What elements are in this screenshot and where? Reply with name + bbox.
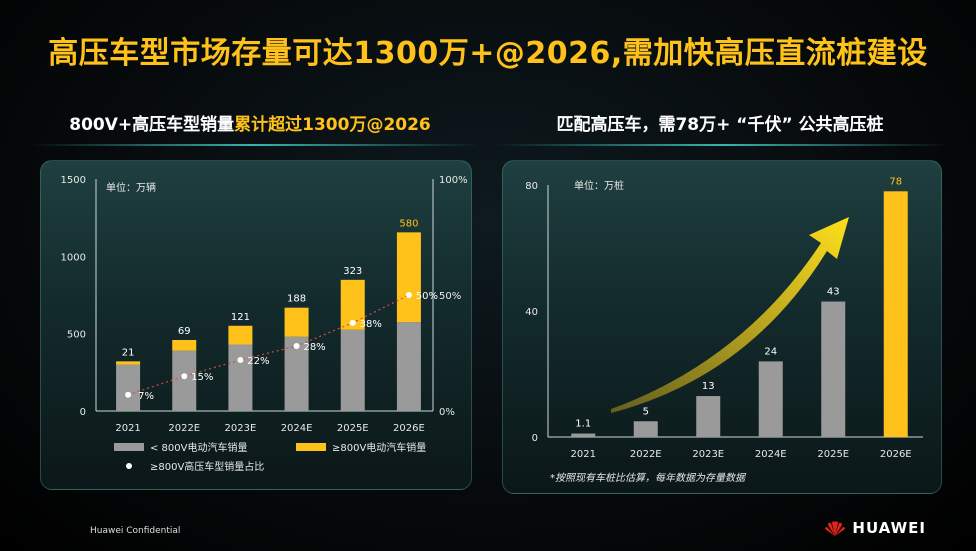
y-tick-label: 80 — [525, 181, 538, 192]
unit-label: 单位：万桩 — [574, 179, 624, 192]
footnote: *按照现有车桩比估算，每年数据为存量数据 — [550, 472, 747, 484]
y-tick-label: 500 — [67, 330, 86, 341]
growth-arrow — [611, 217, 849, 413]
x-tick-label: 2024E — [755, 449, 787, 460]
bar-800v — [172, 340, 197, 351]
y2-tick-label: 100% — [439, 175, 468, 186]
share-point — [237, 356, 244, 363]
left-chart: 单位：万辆 0 500 1000 1500 0% 50% 100% 21 2021 69 2022E 1… — [61, 175, 468, 473]
bar-below-800v — [284, 336, 309, 411]
y2-tick-label: 0% — [439, 407, 455, 418]
bar-value-label: 13 — [702, 381, 715, 392]
x-tick-label: 2022E — [168, 423, 200, 434]
bar-charger-stock — [821, 301, 846, 437]
bar-total-label: 21 — [122, 347, 135, 358]
left-divider — [30, 144, 480, 146]
y2-tick-label: 50% — [439, 291, 461, 302]
bar-value-label: 5 — [643, 406, 649, 417]
y-tick-label: 0 — [80, 407, 86, 418]
bar-value-label: 1.1 — [575, 419, 591, 430]
x-tick-label: 2025E — [337, 423, 369, 434]
bar-charger-stock — [758, 361, 783, 437]
bar-total-label: 188 — [287, 294, 306, 305]
right-divider — [495, 144, 950, 146]
x-tick-label: 2022E — [630, 449, 662, 460]
bar-value-label: 78 — [889, 176, 902, 187]
brand-name: HUAWEI — [852, 519, 926, 537]
confidential-label: Huawei Confidential — [90, 526, 181, 536]
share-label: 38% — [360, 319, 382, 330]
bar-value-label: 43 — [827, 287, 840, 298]
share-label: 7% — [138, 391, 154, 402]
bar-charger-stock — [883, 191, 908, 437]
bar-800v — [116, 361, 141, 365]
x-tick-label: 2026E — [880, 449, 912, 460]
share-label: 22% — [247, 356, 269, 367]
bar-charger-stock — [633, 421, 658, 437]
left-subtitle: 800V+高压车型销量累计超过1300万@2026 — [30, 110, 470, 135]
right-chart: 单位：万桩 0 40 80 1.1 2021 5 2022E 13 2023E 24 2024E 43 2… — [525, 176, 923, 484]
x-tick-label: 2024E — [281, 423, 313, 434]
huawei-logo-icon — [825, 521, 846, 536]
share-point — [405, 292, 412, 298]
bar-below-800v — [228, 344, 253, 411]
x-tick-label: 2023E — [692, 449, 724, 460]
legend-label-share: ≥800V高压车型销量占比 — [150, 460, 264, 473]
share-point — [293, 343, 300, 350]
unit-label: 单位：万辆 — [106, 181, 156, 194]
bar-below-800v — [116, 364, 141, 411]
brand: HUAWEI — [824, 519, 926, 537]
legend-label-800v: ≥800V电动汽车销量 — [332, 441, 426, 454]
y-tick-label: 40 — [525, 307, 538, 318]
share-point — [349, 319, 356, 326]
legend-swatch-800v — [296, 443, 326, 451]
x-tick-label: 2026E — [393, 423, 425, 434]
share-point — [125, 391, 132, 398]
bar-total-label: 323 — [343, 266, 362, 277]
share-line — [127, 294, 410, 396]
bar-total-label: 69 — [178, 326, 191, 337]
x-tick-label: 2021 — [571, 449, 596, 460]
bar-charger-stock — [696, 396, 721, 437]
bar-below-800v — [396, 322, 421, 411]
legend-swatch-below-800v — [114, 443, 144, 451]
share-label: 50% — [416, 291, 438, 302]
bar-below-800v — [172, 350, 197, 411]
share-point — [181, 373, 188, 380]
x-tick-label: 2025E — [817, 449, 849, 460]
bar-charger-stock — [571, 433, 596, 437]
bar-total-label: 121 — [231, 312, 250, 323]
bar-800v — [396, 232, 421, 323]
y-tick-label: 0 — [532, 433, 538, 444]
left-chart-panel: 单位：万辆 0 500 1000 1500 0% 50% 100% 21 2021 69 2022E 1… — [40, 160, 472, 490]
left-subtitle-main: 800V+高压车型销量 — [69, 115, 235, 135]
legend-label-below-800v: < 800V电动汽车销量 — [150, 441, 248, 454]
y-tick-label: 1000 — [61, 252, 86, 263]
right-chart-panel: 单位：万桩 0 40 80 1.1 2021 5 2022E 13 2023E 24 2024E 43 2… — [502, 160, 942, 494]
bar-below-800v — [340, 329, 365, 411]
x-tick-label: 2021 — [115, 423, 140, 434]
bar-800v — [228, 325, 253, 345]
left-subtitle-highlight: 累计超过1300万@2026 — [234, 115, 431, 135]
page-title: 高压车型市场存量可达1300万+@2026,需加快高压直流桩建设 — [48, 36, 928, 71]
share-label: 28% — [303, 342, 325, 353]
x-tick-label: 2023E — [225, 423, 257, 434]
bar-800v — [284, 307, 309, 337]
y-tick-label: 1500 — [61, 175, 86, 186]
bar-total-label: 580 — [399, 218, 418, 229]
share-label: 15% — [191, 372, 213, 383]
right-subtitle: 匹配高压车，需78万+ “千伏” 公共高压桩 — [556, 115, 884, 135]
bar-value-label: 24 — [764, 346, 777, 357]
legend-swatch-share — [126, 463, 132, 469]
